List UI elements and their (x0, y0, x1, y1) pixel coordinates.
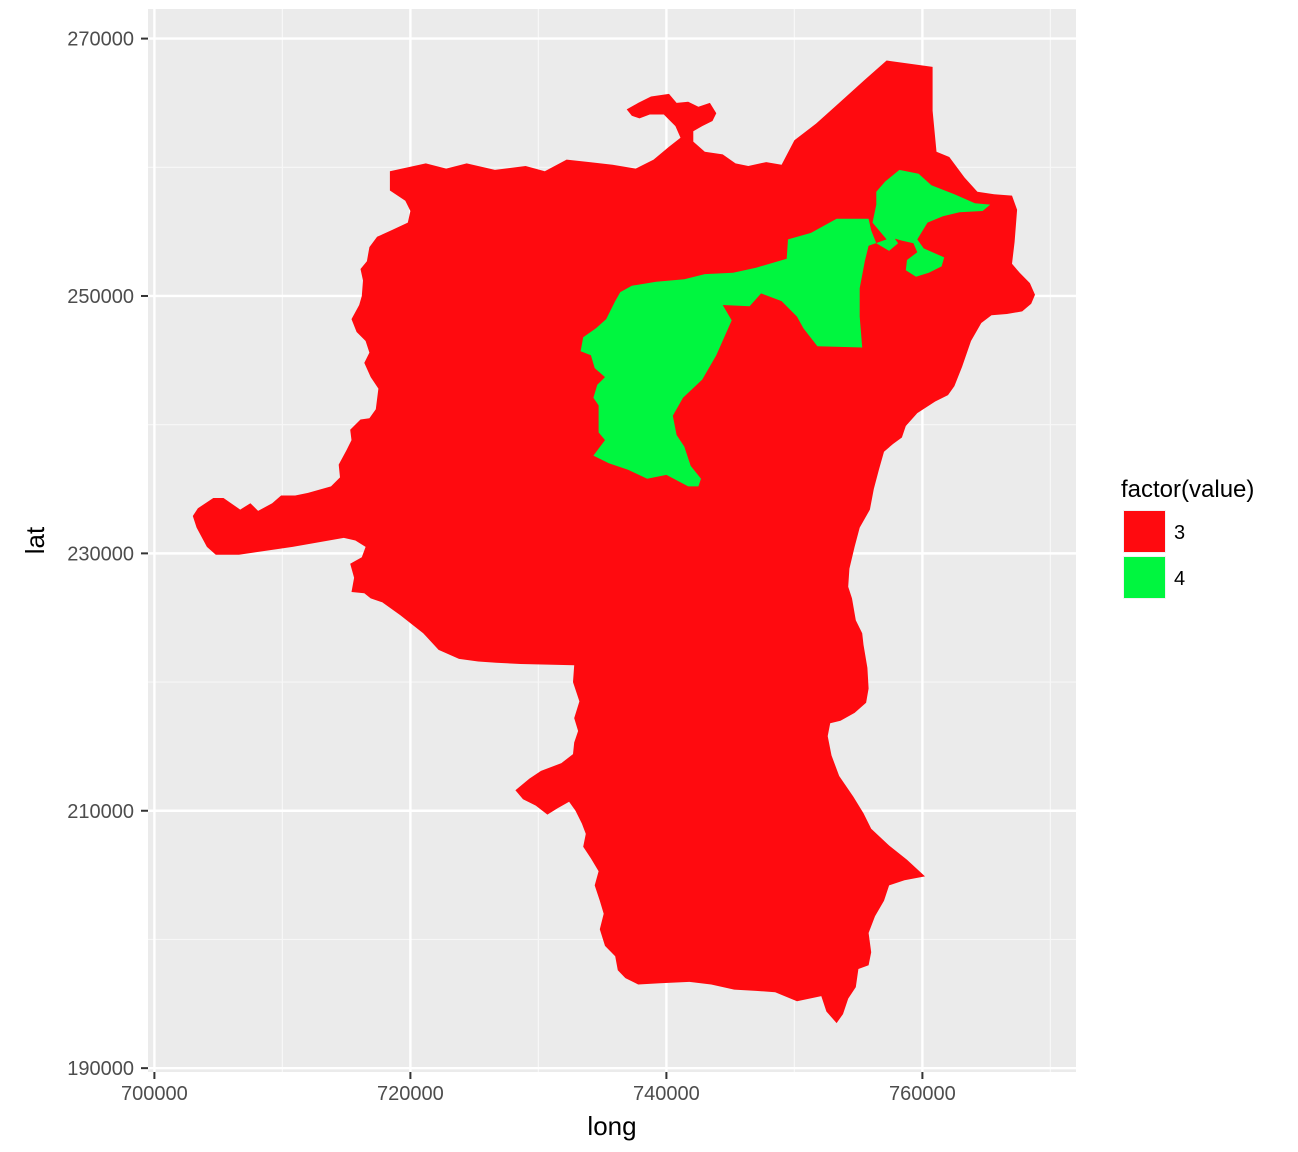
x-axis: 700000 720000 740000 760000 (121, 1072, 956, 1105)
y-tick-label: 190000 (67, 1058, 134, 1080)
legend-label-3: 3 (1174, 522, 1185, 544)
y-tick-label: 230000 (67, 543, 134, 565)
x-tick-label: 760000 (889, 1083, 956, 1105)
x-tick-label: 740000 (633, 1083, 700, 1105)
legend: factor(value) 3 4 (1121, 476, 1254, 599)
legend-title: factor(value) (1121, 476, 1254, 503)
region-value-4 (580, 169, 991, 487)
x-tick-label: 720000 (377, 1083, 444, 1105)
y-axis: 190000 210000 230000 250000 270000 (67, 29, 148, 1080)
map-regions (192, 60, 1036, 1024)
y-tick-label: 210000 (67, 801, 134, 823)
y-axis-title: lat (20, 526, 50, 554)
legend-swatch-4 (1124, 557, 1165, 598)
legend-label-4: 4 (1174, 568, 1185, 590)
x-tick-label: 700000 (121, 1083, 188, 1105)
legend-swatch-3 (1124, 511, 1165, 552)
y-tick-label: 270000 (67, 29, 134, 51)
x-axis-title: long (587, 1111, 636, 1141)
y-tick-label: 250000 (67, 286, 134, 308)
